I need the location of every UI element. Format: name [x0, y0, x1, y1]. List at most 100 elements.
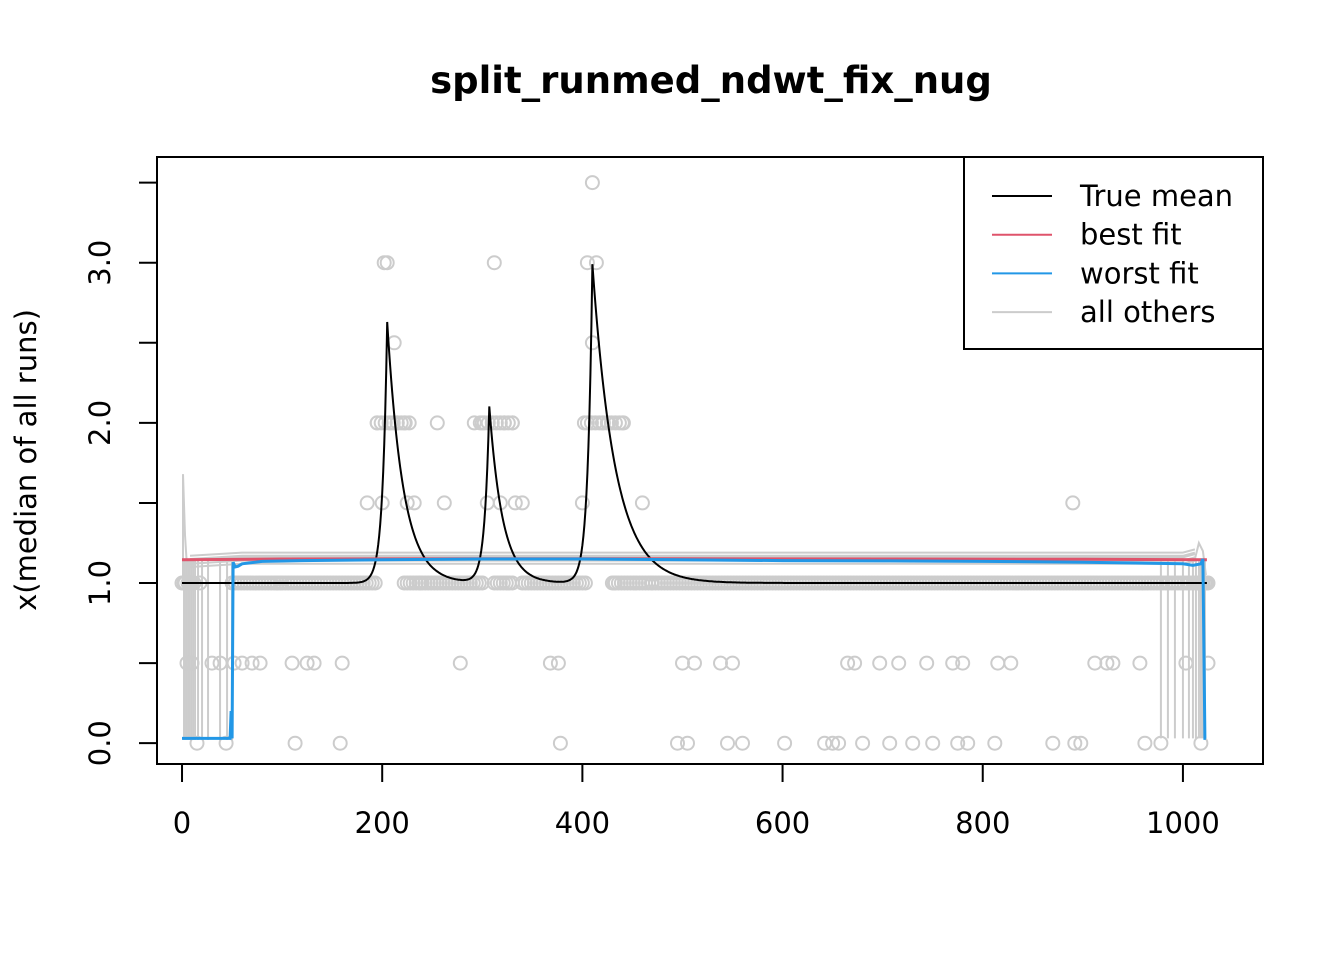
others-point — [577, 575, 593, 591]
others-point — [777, 735, 793, 751]
others-point — [184, 655, 200, 671]
others-point — [1003, 655, 1019, 671]
others-point — [244, 655, 260, 671]
others-point — [234, 655, 250, 671]
others-point — [1137, 735, 1153, 751]
others-point — [872, 655, 888, 671]
others-point — [1067, 735, 1083, 751]
others-point — [919, 655, 935, 671]
worst-fit-series-line — [182, 557, 1207, 740]
others-point — [606, 575, 622, 591]
others-point — [1087, 655, 1103, 671]
others-point — [955, 655, 971, 671]
others-point — [284, 655, 300, 671]
others-point — [960, 735, 976, 751]
x-tick-label: 600 — [755, 806, 810, 840]
others-point — [204, 655, 220, 671]
others-point — [615, 415, 631, 431]
x-tick-label: 800 — [955, 806, 1010, 840]
others-point — [574, 495, 590, 511]
others-point — [299, 655, 315, 671]
others-point — [925, 735, 941, 751]
others-point — [376, 255, 392, 271]
others-point — [987, 735, 1003, 751]
others-point — [1105, 655, 1121, 671]
chart-title: split_runmed_ndwt_fix_nug — [430, 59, 992, 102]
others-point — [179, 655, 195, 671]
others-point — [611, 415, 627, 431]
others-point — [552, 735, 568, 751]
others-point — [452, 655, 468, 671]
others-point — [584, 335, 600, 351]
others-point — [680, 735, 695, 751]
others-point — [950, 735, 966, 751]
others-point — [332, 735, 348, 751]
x-tick-label: 0 — [173, 806, 191, 840]
others-point — [507, 495, 523, 511]
others-point — [687, 655, 702, 671]
others-point — [496, 415, 512, 431]
y-tick-label: 1.0 — [83, 560, 117, 606]
others-point — [550, 655, 566, 671]
others-point — [891, 655, 907, 671]
others-point — [735, 735, 750, 751]
others-point — [500, 415, 516, 431]
others-point — [634, 495, 650, 511]
x-tick-label: 200 — [355, 806, 410, 840]
others-point — [831, 735, 847, 751]
y-tick-label: 2.0 — [83, 400, 117, 446]
others-point — [406, 495, 422, 511]
others-point — [579, 255, 595, 271]
others-point — [847, 655, 863, 671]
others-point — [882, 735, 898, 751]
others-point — [412, 575, 428, 591]
others-point — [218, 735, 234, 751]
true-mean-series-line — [182, 264, 1207, 584]
others-point — [725, 655, 740, 671]
others-point — [436, 495, 452, 511]
others-point — [514, 495, 530, 511]
legend: True mean best fit worst fit all others — [963, 156, 1264, 350]
others-point — [226, 655, 242, 671]
legend-label: True mean — [1079, 179, 1233, 213]
others-point — [1193, 735, 1209, 751]
others-point — [1178, 655, 1194, 671]
others-point — [840, 655, 856, 671]
others-point — [584, 175, 600, 191]
others-point — [379, 255, 395, 271]
others-point — [486, 255, 502, 271]
others-point — [905, 735, 921, 751]
others-point — [287, 735, 303, 751]
others-point — [1153, 735, 1169, 751]
others-point — [1099, 655, 1115, 671]
others-band-line — [189, 559, 1196, 568]
others-point — [504, 415, 520, 431]
others-point — [479, 495, 495, 511]
x-tick-label: 1000 — [1146, 806, 1220, 840]
y-axis-label: x(median of all runs) — [9, 309, 43, 611]
others-point — [1045, 735, 1061, 751]
others-point — [1065, 495, 1081, 511]
others-point — [397, 415, 413, 431]
axes: 0 200 400 600 800 1000 0.0 1.0 2.0 3.0 — [83, 156, 1264, 840]
others-point — [429, 415, 445, 431]
legend-label: best fit — [1080, 218, 1182, 252]
x-tick-label: 400 — [555, 806, 610, 840]
others-point — [720, 735, 735, 751]
others-point — [945, 655, 961, 671]
others-point — [252, 655, 268, 671]
others-point — [825, 735, 841, 751]
others-point — [1073, 735, 1089, 751]
others-point — [367, 575, 383, 591]
y-tick-label: 3.0 — [83, 240, 117, 286]
others-point — [334, 655, 350, 671]
y-tick-label: 0.0 — [83, 720, 117, 766]
others-point — [588, 255, 604, 271]
others-point — [1132, 655, 1148, 671]
others-point — [359, 495, 375, 511]
others-point — [189, 735, 205, 751]
legend-box — [963, 156, 1264, 350]
others-point — [1200, 655, 1216, 671]
others-point — [306, 655, 322, 671]
